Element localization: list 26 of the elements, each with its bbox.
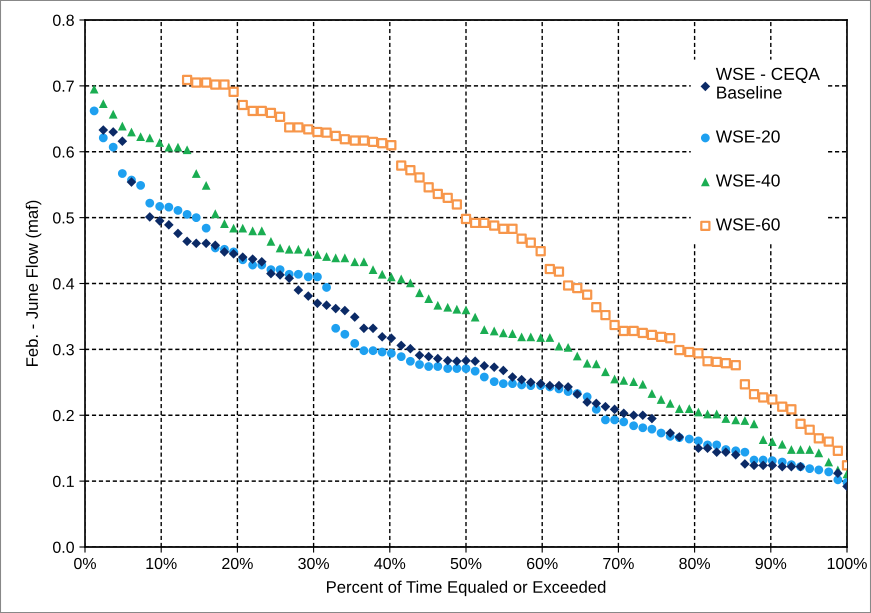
y-tick-label: 0.1 — [53, 476, 74, 488]
x-tick-label: 20% — [222, 558, 253, 570]
legend-label: WSE - CEQA Baseline — [716, 68, 820, 99]
y-tick-label: 0.3 — [53, 344, 74, 356]
x-tick-label: 90% — [756, 558, 786, 570]
x-axis-title: Percent of Time Equaled or Exceeded — [327, 580, 606, 596]
y-tick-label: 0.8 — [53, 14, 74, 26]
x-tick-label: 70% — [603, 558, 634, 570]
legend-label: WSE-60 — [716, 218, 780, 231]
x-tick-label: 10% — [146, 558, 177, 570]
legend-label: WSE-20 — [716, 130, 780, 143]
x-tick-label: 40% — [374, 558, 406, 570]
x-tick-label: 100% — [828, 558, 867, 570]
x-tick-label: 30% — [298, 558, 330, 570]
y-tick-label: 0.0 — [53, 542, 74, 553]
y-tick-label: 0.7 — [53, 80, 74, 92]
y-tick-label: 0.2 — [53, 410, 74, 422]
y-tick-label: 0.4 — [53, 278, 74, 290]
x-tick-label: 60% — [527, 558, 558, 570]
x-tick-label: 50% — [450, 558, 482, 570]
legend-label: WSE-40 — [716, 174, 780, 187]
y-tick-label: 0.6 — [53, 146, 74, 158]
x-tick-label: 80% — [679, 558, 710, 570]
y-axis-title: Feb. - June Flow (maf) — [26, 200, 42, 366]
y-tick-label: 0.5 — [53, 212, 74, 224]
x-tick-label: 0% — [74, 558, 96, 570]
